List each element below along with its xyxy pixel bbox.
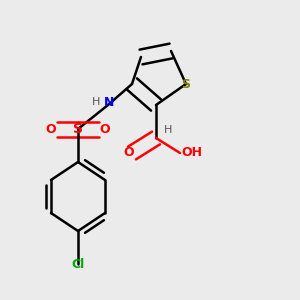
Text: N: N <box>104 95 115 109</box>
Text: O: O <box>124 146 134 160</box>
Text: H: H <box>92 97 100 107</box>
Text: H: H <box>164 125 172 136</box>
Text: O: O <box>100 122 110 136</box>
Text: OH: OH <box>182 146 203 160</box>
Text: O: O <box>46 122 56 136</box>
Text: S: S <box>182 77 190 91</box>
Text: Cl: Cl <box>71 257 85 271</box>
Text: S: S <box>73 122 83 136</box>
